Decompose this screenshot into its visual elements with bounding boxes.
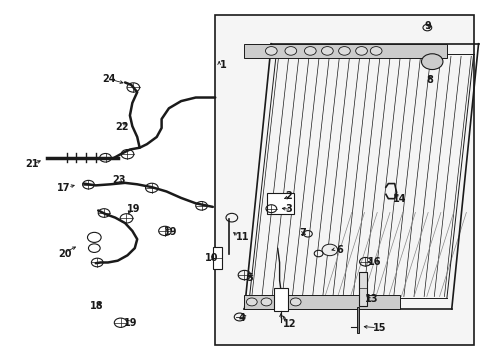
Text: 3: 3: [285, 204, 291, 215]
Text: 6: 6: [336, 245, 342, 255]
Text: 5: 5: [245, 273, 252, 283]
Circle shape: [261, 298, 271, 306]
Text: 1: 1: [219, 60, 226, 70]
Text: 2: 2: [285, 191, 291, 201]
Circle shape: [88, 244, 100, 252]
Circle shape: [265, 46, 277, 55]
Text: 19: 19: [163, 227, 177, 237]
Text: 13: 13: [364, 294, 377, 304]
Text: 20: 20: [58, 248, 72, 258]
Circle shape: [285, 46, 296, 55]
Bar: [244, 295, 399, 309]
Text: 8: 8: [426, 75, 432, 85]
Circle shape: [355, 46, 366, 55]
Text: 9: 9: [424, 21, 430, 31]
Bar: [267, 193, 294, 214]
Circle shape: [304, 46, 316, 55]
Bar: [212, 247, 221, 269]
Circle shape: [246, 298, 257, 306]
Text: 11: 11: [235, 232, 249, 242]
Circle shape: [321, 46, 332, 55]
Text: 15: 15: [372, 323, 386, 333]
Text: 18: 18: [90, 301, 104, 311]
Text: 24: 24: [102, 74, 116, 84]
Text: 12: 12: [282, 319, 296, 329]
Text: 17: 17: [57, 183, 71, 193]
Bar: [358, 272, 366, 306]
Bar: [273, 288, 288, 311]
Text: 10: 10: [204, 253, 218, 263]
Circle shape: [421, 54, 442, 69]
Text: 7: 7: [299, 228, 306, 238]
Text: 19: 19: [123, 318, 137, 328]
Circle shape: [290, 298, 301, 306]
Circle shape: [338, 46, 349, 55]
Circle shape: [322, 244, 337, 256]
Circle shape: [369, 46, 381, 55]
Circle shape: [87, 232, 101, 242]
Text: 22: 22: [115, 122, 128, 132]
Bar: [215, 15, 473, 345]
Text: 19: 19: [126, 204, 140, 215]
Text: 14: 14: [392, 194, 406, 204]
Text: 16: 16: [367, 257, 381, 267]
Text: 4: 4: [238, 313, 245, 323]
Bar: [356, 307, 358, 333]
Text: 21: 21: [25, 159, 39, 169]
Circle shape: [275, 298, 286, 306]
Text: 23: 23: [112, 175, 125, 185]
Bar: [244, 44, 447, 58]
